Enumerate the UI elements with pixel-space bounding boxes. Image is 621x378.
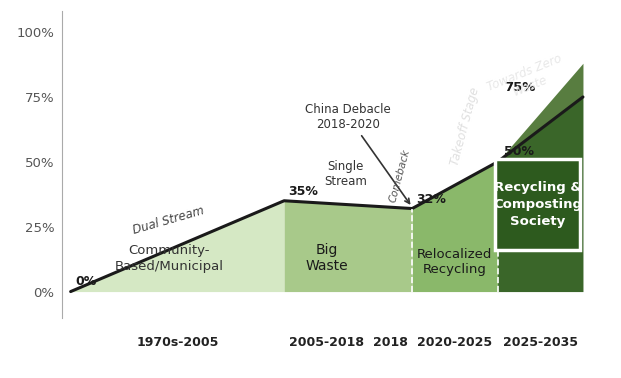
Text: Dual Stream: Dual Stream [132, 204, 206, 237]
Text: 32%: 32% [417, 193, 446, 206]
Text: China Debacle
2018-2020: China Debacle 2018-2020 [306, 103, 409, 203]
Text: 2025-2035: 2025-2035 [503, 336, 578, 349]
Text: Recycling &
Composting
Society: Recycling & Composting Society [493, 181, 582, 228]
Text: Towards Zero
Waste: Towards Zero Waste [486, 52, 569, 107]
Text: 2020-2025: 2020-2025 [417, 336, 492, 349]
Text: Big
Waste: Big Waste [306, 243, 348, 273]
Text: Relocalized
Recycling: Relocalized Recycling [417, 248, 492, 276]
Text: Takeoff Stage: Takeoff Stage [448, 86, 482, 167]
Text: Community-
Based/Municipal: Community- Based/Municipal [114, 245, 224, 273]
Text: Single
Stream: Single Stream [324, 160, 367, 188]
Text: 0%: 0% [75, 275, 96, 288]
Text: 2005-2018: 2005-2018 [289, 336, 365, 349]
Text: 50%: 50% [504, 145, 535, 158]
Text: 75%: 75% [504, 81, 536, 94]
Bar [495, 159, 581, 250]
Text: 35%: 35% [288, 185, 318, 198]
Text: 2018: 2018 [373, 336, 408, 349]
Text: 1970s-2005: 1970s-2005 [136, 336, 219, 349]
Text: Comeback: Comeback [388, 148, 411, 203]
